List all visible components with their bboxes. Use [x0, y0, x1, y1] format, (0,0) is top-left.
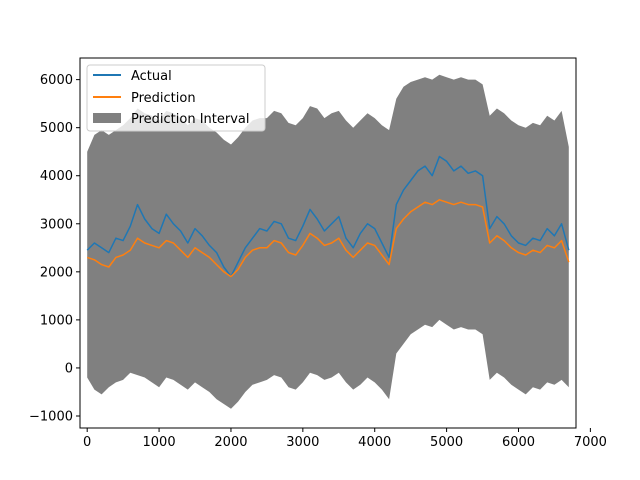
series-line-prediction — [86, 199, 570, 278]
legend-interval-label: Prediction Interval — [131, 112, 250, 127]
y-tick-label: 5000 — [40, 121, 73, 136]
x-tick-label: 7000 — [574, 435, 607, 450]
legend-interval-swatch — [93, 113, 121, 123]
x-tick-label: 1000 — [143, 435, 176, 450]
legend: Actual Prediction Prediction Interval — [86, 64, 266, 132]
y-tick-label: −1000 — [29, 409, 73, 424]
x-tick-label: 2000 — [214, 435, 247, 450]
y-tick-label: 0 — [65, 361, 73, 376]
axes-frame — [79, 57, 577, 429]
legend-box — [86, 64, 266, 132]
y-tick-label: 2000 — [40, 265, 73, 280]
y-tick-label: 1000 — [40, 313, 73, 328]
x-tick-label: 0 — [83, 435, 91, 450]
x-tick-label: 4000 — [358, 435, 391, 450]
x-tick-label: 3000 — [286, 435, 319, 450]
y-tick-label: 4000 — [40, 169, 73, 184]
plot-area — [86, 74, 570, 409]
x-tick-label: 5000 — [430, 435, 463, 450]
y-tick-label: 3000 — [40, 217, 73, 232]
series-line-actual — [86, 155, 570, 278]
y-axis: −1000 0 1000 2000 3000 4000 5000 6000 — [29, 73, 80, 424]
x-axis: 0 1000 2000 3000 4000 5000 6000 7000 — [83, 428, 607, 450]
legend-actual-label: Actual — [131, 69, 172, 84]
legend-prediction-label: Prediction — [131, 91, 196, 106]
y-tick-label: 6000 — [40, 73, 73, 88]
x-tick-label: 6000 — [502, 435, 535, 450]
prediction-interval-band — [87, 74, 569, 409]
